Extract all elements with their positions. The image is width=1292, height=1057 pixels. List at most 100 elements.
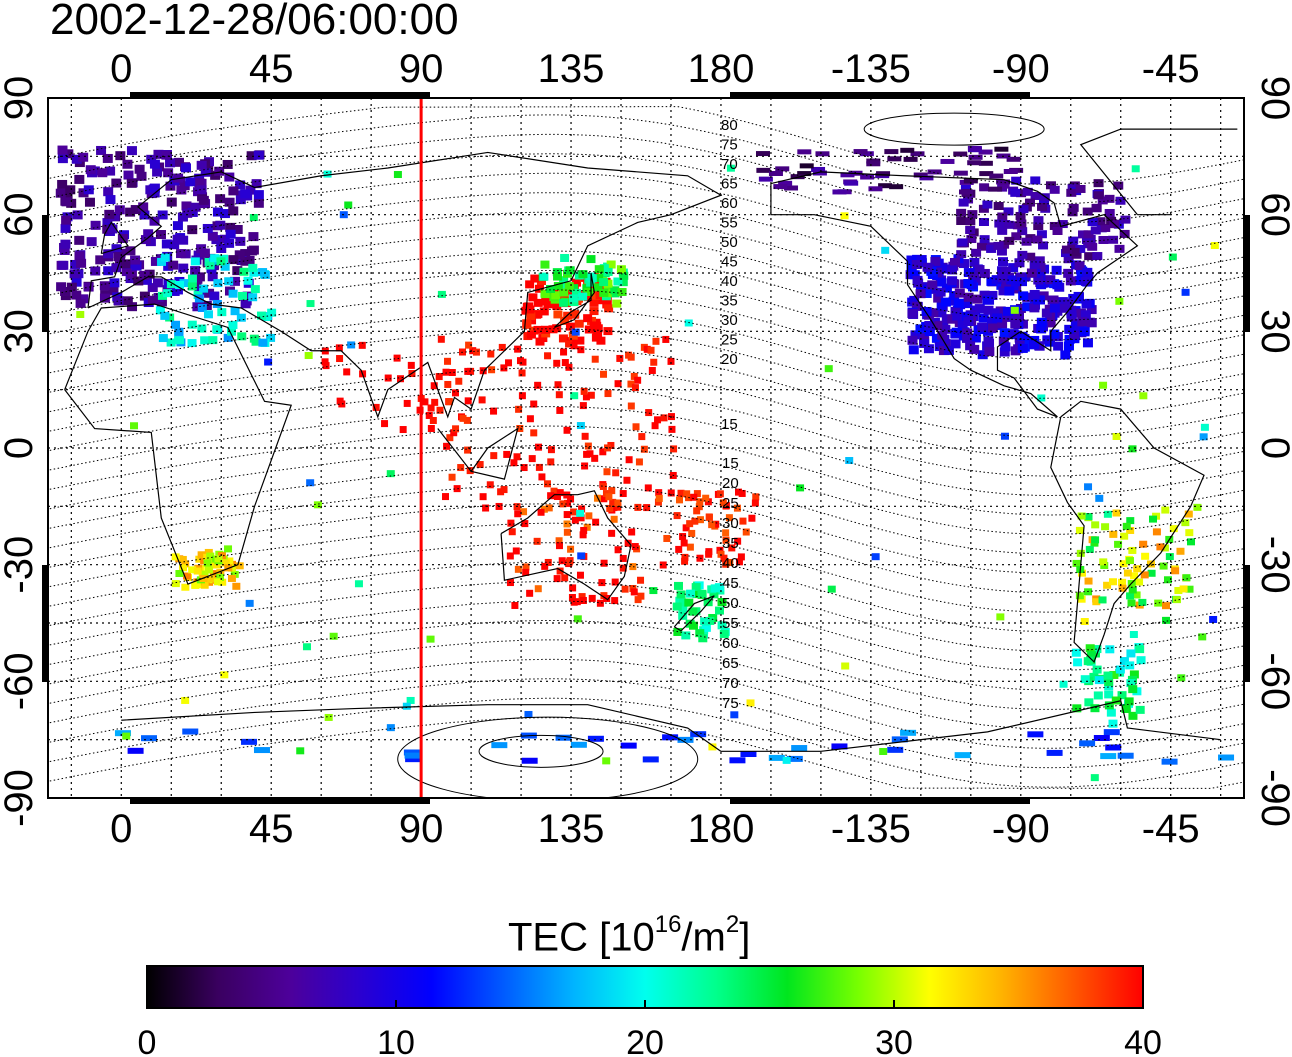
tec-cell [568, 593, 576, 601]
tec-cell [937, 330, 948, 340]
tec-cell [163, 289, 173, 298]
tec-cell [335, 344, 343, 352]
tec-cell [796, 484, 805, 492]
tec-cell [537, 508, 545, 516]
tec-cell [655, 489, 663, 497]
tec-cell [978, 217, 989, 226]
tec-cell [72, 210, 83, 220]
tec-cell [1179, 585, 1188, 593]
tec-cell [986, 244, 997, 253]
tec-cell [693, 507, 701, 515]
tec-cell [627, 402, 635, 410]
tec-cell [115, 151, 126, 161]
tec-cell [437, 335, 445, 343]
tec-cell [182, 728, 199, 735]
tec-cell [919, 338, 930, 348]
tec-cell [587, 391, 595, 399]
tec-cell [909, 270, 920, 280]
tec-cell [227, 574, 236, 582]
tec-cell [1024, 198, 1035, 207]
tec-cell [686, 543, 694, 551]
tec-cell [611, 578, 619, 586]
tec-cell [1077, 512, 1086, 520]
tec-cell [941, 283, 952, 293]
coastline [87, 151, 723, 419]
tec-cell [644, 484, 652, 492]
tec-cell [1122, 522, 1131, 530]
tec-cell [192, 302, 203, 312]
tec-cell [579, 531, 587, 539]
tec-cell [712, 520, 720, 528]
tec-cell [1073, 658, 1083, 667]
tec-cell [165, 181, 176, 191]
tec-cell [563, 528, 571, 536]
tec-cell [730, 711, 739, 719]
tec-cell [190, 202, 201, 212]
contour-label: 25 [722, 495, 739, 512]
tec-cell [197, 551, 206, 559]
contour-line [48, 522, 1244, 613]
tec-cell [436, 406, 444, 414]
tec-cell [1120, 532, 1129, 540]
contour-label: 45 [721, 254, 738, 271]
tec-cell [1057, 220, 1068, 229]
tec-cell [1073, 324, 1084, 334]
tec-cell [900, 147, 915, 153]
tec-cell [1095, 494, 1104, 502]
frame-bar-bottom [730, 798, 1030, 804]
tec-cell [619, 554, 627, 562]
tec-cell [735, 488, 743, 496]
tec-cell [487, 350, 495, 358]
tec-cell [997, 273, 1008, 283]
tec-cell [1117, 752, 1134, 759]
tec-cell [1093, 179, 1104, 188]
tec-cell [1128, 546, 1137, 554]
tec-cell [393, 171, 402, 179]
tec-cell [187, 320, 197, 329]
tec-cell [175, 336, 185, 345]
tec-cell [958, 198, 969, 207]
tec-cell [541, 297, 551, 306]
tec-cell [1132, 591, 1141, 599]
tec-cell [578, 593, 586, 601]
tec-cell [553, 575, 561, 583]
tec-cell [1057, 297, 1068, 307]
tec-cell [59, 245, 70, 255]
tec-cell [421, 398, 429, 406]
tec-cell [717, 621, 727, 630]
tec-cell [212, 207, 223, 217]
tec-cell [643, 345, 651, 353]
lat-tick-right: 60 [1253, 192, 1292, 237]
tec-cell [1006, 275, 1017, 285]
tec-cell [555, 537, 563, 545]
tec-cell [1141, 552, 1150, 560]
contour-line [48, 192, 1244, 283]
tec-cell [676, 590, 686, 599]
tec-cell [74, 235, 85, 245]
tec-cell [193, 250, 204, 260]
tec-cell [393, 354, 401, 362]
tec-cell [561, 359, 569, 367]
contour-line [48, 308, 1244, 399]
tec-cell [1138, 598, 1147, 606]
tec-cell [1015, 338, 1026, 348]
tec-cell [710, 584, 720, 593]
tec-cell [212, 325, 222, 334]
tec-cell [600, 495, 608, 503]
tec-cell [913, 172, 928, 178]
tec-cell [1198, 633, 1207, 641]
tec-cell [203, 559, 212, 567]
tec-cell [1129, 670, 1139, 679]
tec-cell [541, 562, 549, 570]
tec-cell [952, 311, 963, 321]
tec-cell [188, 566, 197, 574]
tec-cell [74, 174, 85, 184]
tec-cell [525, 280, 535, 289]
tec-cell [84, 197, 95, 207]
tec-cell [74, 251, 85, 261]
tec-cell [588, 594, 596, 602]
tec-cell [536, 277, 546, 286]
tec-cell [1067, 241, 1078, 250]
tec-cell [343, 368, 351, 376]
tec-cell [583, 293, 593, 302]
